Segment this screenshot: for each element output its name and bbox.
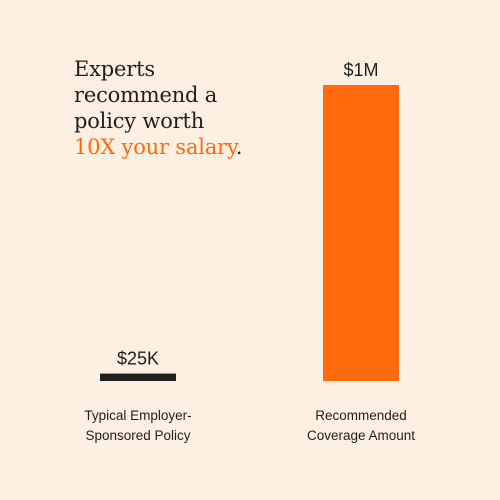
headline-line-4: 10X your salary. [74,134,334,160]
headline-line-2: recommend a [74,83,218,107]
headline: Experts recommend a policy worth 10X you… [74,56,334,160]
category-label-2: Recommended Coverage Amount [307,408,415,443]
bar-2 [323,85,399,381]
headline-line-3: policy worth [74,109,205,133]
category-label-1: Typical Employer- Sponsored Policy [84,408,191,443]
bar-1 [100,373,176,381]
headline-line-1: Experts [74,57,155,81]
headline-period: . [235,135,243,159]
value-label-1: $25K [117,349,159,369]
headline-highlight: 10X your salary [74,135,236,159]
value-label-2: $1M [343,60,378,80]
category-label-1-line-2: Sponsored Policy [85,428,190,443]
category-label-2-line-1: Recommended [315,408,407,423]
category-label-2-line-2: Coverage Amount [307,428,415,443]
category-label-1-line-1: Typical Employer- [84,408,191,423]
